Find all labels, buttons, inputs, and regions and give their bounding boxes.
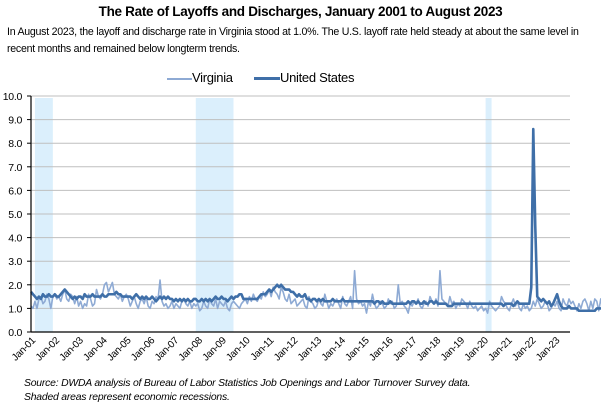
source-note: Source: DWDA analysis of Bureau of Labor… [24, 378, 471, 389]
x-axis-ticks: Jan-01Jan-02Jan-03Jan-04Jan-05Jan-06Jan-… [10, 335, 563, 364]
x-tick-label: Jan-10 [224, 335, 253, 364]
recession-band [485, 98, 492, 332]
chart-title: The Rate of Layoffs and Discharges, Janu… [98, 4, 503, 19]
y-tick-label: 0.0 [8, 327, 22, 339]
x-tick-label: Jan-09 [201, 335, 230, 364]
y-tick-label: 4.0 [8, 233, 22, 245]
series-line-united-states [30, 127, 601, 313]
x-tick-label: Jan-17 [391, 335, 420, 364]
y-tick-label: 6.0 [8, 185, 22, 197]
x-tick-label: Jan-23 [534, 335, 563, 364]
legend-swatch-united-states [254, 77, 280, 80]
y-tick-label: 5.0 [8, 209, 22, 221]
x-tick-label: Jan-02 [34, 335, 63, 364]
x-tick-label: Jan-15 [344, 335, 373, 364]
series-lines [30, 127, 601, 314]
recession-note: Shaded areas represent economic recessio… [24, 392, 230, 403]
legend-swatch-virginia [167, 78, 192, 80]
y-tick-label: 2.0 [8, 280, 22, 292]
recession-shading [34, 98, 492, 332]
x-tick-label: Jan-08 [177, 335, 206, 364]
x-tick-label: Jan-14 [320, 335, 349, 364]
y-tick-label: 1.0 [8, 303, 22, 315]
y-tick-label: 3.0 [8, 256, 22, 268]
recession-band [195, 98, 234, 332]
x-tick-label: Jan-11 [249, 335, 277, 363]
x-tick-label: Jan-19 [439, 335, 468, 364]
legend-label-virginia: Virginia [192, 70, 233, 85]
chart-footer: Source: DWDA analysis of Bureau of Labor… [24, 377, 471, 405]
chart-subtitle: In August 2023, the layoff and discharge… [7, 26, 579, 55]
recession-band [34, 98, 53, 332]
x-tick-label: Jan-12 [272, 335, 301, 364]
x-tick-label: Jan-07 [153, 335, 182, 364]
x-tick-label: Jan-22 [510, 335, 539, 364]
y-tick-label: 8.0 [8, 138, 22, 150]
x-tick-label: Jan-06 [129, 335, 158, 364]
x-tick-label: Jan-20 [463, 335, 492, 364]
x-tick-label: Jan-04 [81, 335, 110, 364]
chart-legend: Virginia United States [0, 70, 601, 86]
x-tick-label: Jan-03 [58, 335, 87, 364]
x-tick-label: Jan-01 [10, 335, 39, 364]
y-axis-ticks: 0.0 1.0 2.0 3.0 4.0 5.0 6.0 7.0 8.0 9.0 10.0 [3, 91, 31, 339]
x-tick-label: Jan-18 [415, 335, 444, 364]
legend-label-united-states: United States [280, 70, 355, 85]
x-tick-label: Jan-13 [296, 335, 325, 364]
y-tick-label: 9.0 [8, 115, 22, 127]
y-tick-label: 7.0 [8, 162, 22, 174]
x-tick-label: Jan-05 [105, 335, 134, 364]
x-tick-label: Jan-16 [367, 335, 396, 364]
x-tick-label: Jan-21 [486, 335, 515, 364]
y-tick-label: 10.0 [3, 91, 23, 103]
